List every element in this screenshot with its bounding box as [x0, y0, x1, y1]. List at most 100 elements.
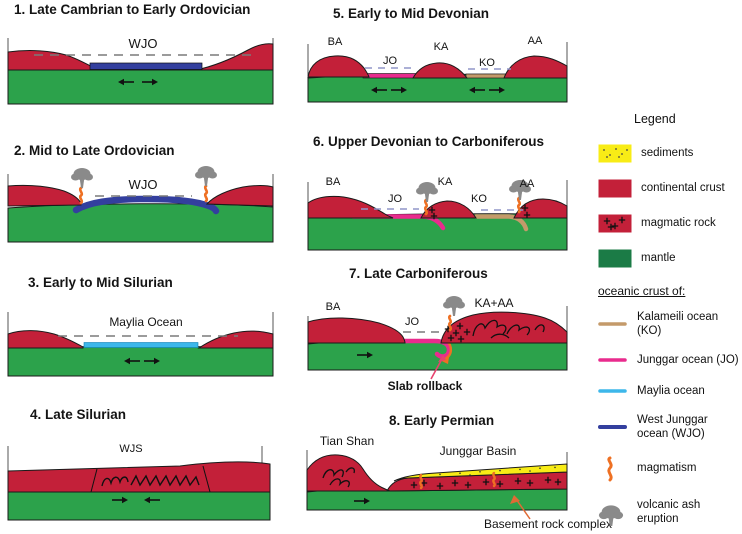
- ocean-label: WJO: [129, 36, 158, 51]
- continental-crust-right: [205, 185, 274, 207]
- panel-5-title: 5. Early to Mid Devonian: [333, 6, 490, 21]
- magmatism-swatch: [607, 456, 613, 481]
- ko-label: KO: [471, 193, 487, 205]
- panel-8-diagram: Tian Shan Junggar Basin Basement rock co…: [306, 434, 612, 531]
- belt-label: WJS: [119, 443, 142, 455]
- kalameili-ocean-swatch: [598, 322, 627, 327]
- annotation-leader: [515, 498, 531, 520]
- legend-item-sediments: sediments: [598, 144, 742, 163]
- legend-label: Maylia ocean: [637, 385, 705, 398]
- ko-oceanic-crust-subducting: [473, 214, 529, 232]
- ba-label: BA: [328, 36, 343, 48]
- magmatism-icon: [447, 314, 453, 332]
- volcanic-ash-icon: [71, 168, 93, 188]
- legend-item-kalameili-ocean: Kalameili ocean (KO): [598, 310, 742, 339]
- magmatism-icon: [419, 473, 423, 490]
- volcanic-ash-swatch: [598, 505, 624, 526]
- maylia-ocean-swatch: [598, 389, 627, 393]
- panel-1-diagram: WJO: [7, 36, 274, 105]
- sediments-swatch: [598, 144, 632, 163]
- mantle-swatch: [598, 249, 632, 268]
- fold-pattern: [322, 467, 356, 488]
- panel-2-title: 2. Mid to Late Ordovician: [14, 143, 175, 158]
- fault-line: [90, 468, 98, 493]
- mantle: [7, 346, 274, 377]
- tian-shan-label: Tian Shan: [320, 434, 374, 448]
- panel-4-diagram: WJS: [7, 443, 271, 521]
- magmatism-icon: [203, 184, 209, 203]
- mantle: [7, 491, 271, 521]
- magmatism-icon: [516, 196, 522, 214]
- magmatism-icon: [492, 471, 496, 488]
- magmatism-icon: [78, 186, 84, 205]
- ka-label: KA: [438, 176, 453, 188]
- continental-crust-ba: [307, 55, 370, 78]
- legend-item-volcanic-ash: volcanic ash eruption: [598, 498, 742, 527]
- legend-label: volcanic ash eruption: [637, 498, 701, 525]
- continental-crust-left: [7, 330, 84, 349]
- aa-label: AA: [520, 178, 535, 190]
- ocean-label: WJO: [129, 177, 158, 192]
- continental-crust-ba: [307, 195, 394, 219]
- ba-label: BA: [326, 176, 341, 188]
- continental-crust-left: [7, 50, 98, 71]
- panel-7-diagram: BA JO KA+AA Slab rollback: [307, 296, 568, 393]
- magmatic-rock-swatch: [598, 214, 632, 233]
- junggar-ocean-swatch: [598, 358, 627, 362]
- annotation-leader: [430, 358, 443, 380]
- panel-6-title: 6. Upper Devonian to Carboniferous: [313, 134, 545, 149]
- maylia-oceanic-crust: [83, 342, 199, 348]
- continental-crust-left: [7, 184, 82, 207]
- aa-label: AA: [528, 35, 543, 47]
- legend-label: continental crust: [641, 182, 725, 195]
- west-junggar-ocean-swatch: [598, 425, 627, 430]
- panel-1-title: 1. Late Cambrian to Early Ordovician: [14, 2, 251, 17]
- ko-label: KO: [479, 57, 495, 69]
- jo-label: JO: [383, 55, 398, 67]
- slab-rollback-label: Slab rollback: [388, 379, 463, 393]
- panel-8-title: 8. Early Permian: [389, 413, 495, 428]
- continental-crust-right: [197, 330, 274, 349]
- mantle: [306, 488, 568, 511]
- jo-label: JO: [388, 193, 403, 205]
- legend-item-magmatism: magmatism: [598, 456, 742, 482]
- jo-oceanic-crust: [362, 73, 418, 79]
- annotation-leader-head: [438, 355, 446, 362]
- wjo-oceanic-crust: [72, 195, 220, 215]
- continental-crust: [7, 461, 271, 493]
- ka-label: KA: [434, 41, 449, 53]
- basement-rock-complex-label: Basement rock complex: [484, 517, 612, 531]
- panel-5-diagram: BA JO KA KO AA: [307, 35, 568, 103]
- ocean-label: Maylia Ocean: [109, 315, 182, 329]
- legend-label: Kalameili ocean (KO): [637, 311, 719, 338]
- ba-label: BA: [326, 301, 341, 313]
- legend-label: sediments: [641, 147, 694, 160]
- legend-item-junggar-ocean: Junggar ocean (JO): [598, 351, 742, 370]
- volcanic-ash-icon: [416, 182, 438, 202]
- legend-label: magmatism: [637, 462, 697, 475]
- legend-label: West Junggar ocean (WJO): [637, 413, 708, 441]
- legend-title: Legend: [634, 112, 676, 126]
- continental-crust-ka: [412, 62, 469, 79]
- legend-item-continental-crust: continental crust: [598, 179, 742, 198]
- panel-3-diagram: Maylia Ocean: [7, 312, 274, 377]
- annotation-leader-head: [510, 495, 520, 504]
- fold-pattern: [101, 474, 200, 487]
- rollback-arrowhead: [440, 357, 449, 364]
- ka-aa-label: KA+AA: [474, 296, 513, 310]
- legend-oceanic-heading: oceanic crust of:: [598, 284, 686, 298]
- panel-6-diagram: BA JO KA KO AA: [307, 176, 568, 251]
- fault-line: [202, 465, 211, 493]
- panel-2-diagram: WJO: [7, 166, 274, 243]
- legend-item-west-junggar-ocean: West Junggar ocean (WJO): [598, 413, 742, 442]
- fold-pattern: [472, 319, 545, 339]
- continental-crust-swatch: [598, 179, 632, 198]
- continental-crust-tian-shan: [306, 454, 391, 492]
- sediments-layer: [393, 463, 568, 482]
- sediment-dots: [419, 466, 556, 477]
- panel-3-title: 3. Early to Mid Silurian: [28, 275, 173, 290]
- legend-label: mantle: [641, 252, 676, 265]
- legend-label: Junggar ocean (JO): [637, 354, 739, 367]
- legend-item-mantle: mantle: [598, 249, 742, 268]
